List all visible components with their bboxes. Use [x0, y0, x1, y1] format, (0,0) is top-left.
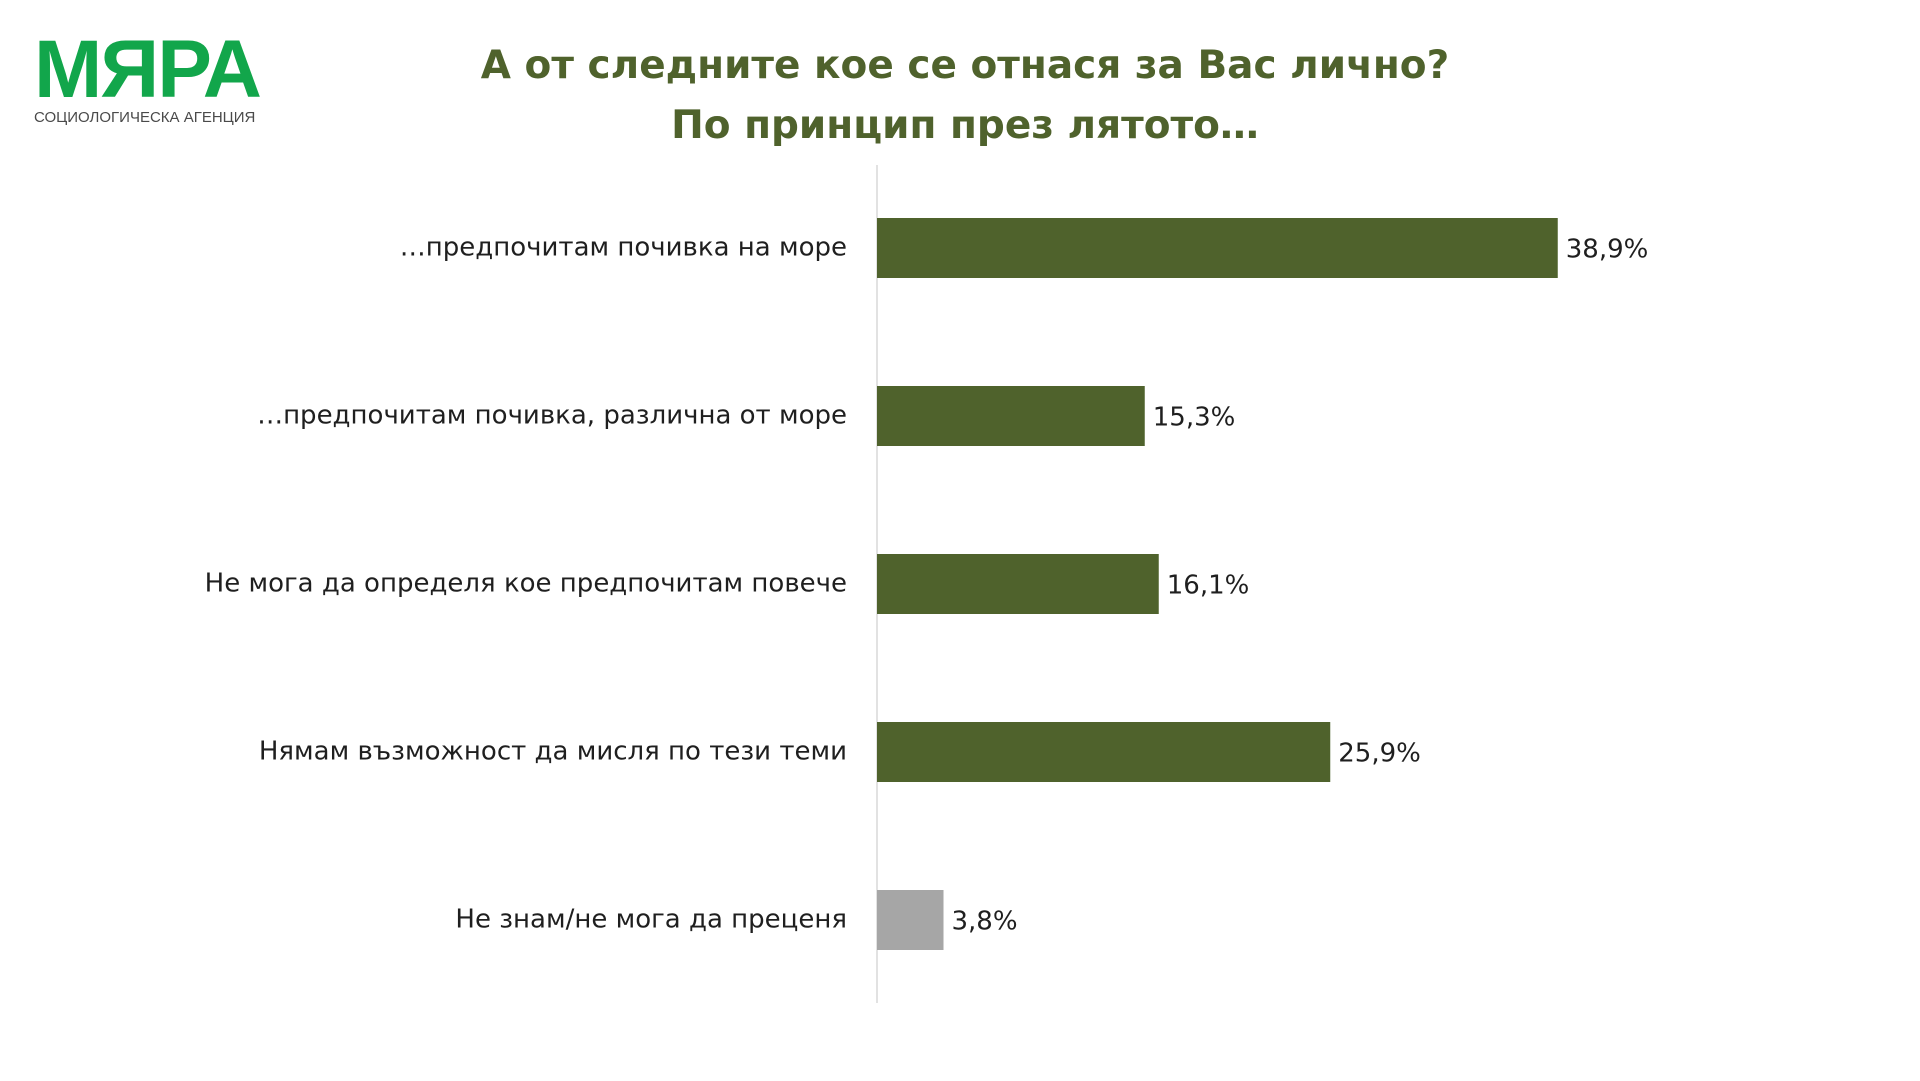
category-label: Не знам/не мога да преценя [455, 905, 847, 935]
data-label: 25,9% [1338, 739, 1421, 769]
bar [877, 554, 1159, 614]
category-label: Нямам възможност да мисля по тези теми [259, 737, 847, 767]
category-label: Не мога да определя кое предпочитам пове… [205, 569, 847, 599]
bar [877, 722, 1331, 782]
chart-title-line-2: По принцип през лятото… [671, 103, 1259, 148]
chart-title: А от следните кое се отнася за Вас лично… [0, 36, 1920, 156]
data-label: 16,1% [1167, 571, 1250, 601]
category-label: …предпочитам почивка, различна от море [257, 401, 847, 431]
data-label: 38,9% [1566, 235, 1649, 265]
category-label: …предпочитам почивка на море [400, 233, 847, 263]
bar [877, 218, 1558, 278]
bar [877, 386, 1145, 446]
bar [877, 890, 944, 950]
chart-title-line-1: А от следните кое се отнася за Вас лично… [480, 43, 1450, 88]
bars-group: …предпочитам почивка на море 38,9% …предпо… [205, 218, 1649, 950]
logo: МЯРА СОЦИОЛОГИЧЕСКА АГЕНЦИЯ [34, 24, 284, 126]
logo-tagline: СОЦИОЛОГИЧЕСКА АГЕНЦИЯ [34, 109, 256, 126]
data-label: 15,3% [1153, 403, 1236, 433]
logo-wordmark: МЯРА [34, 24, 262, 115]
data-label: 3,8% [952, 907, 1018, 937]
